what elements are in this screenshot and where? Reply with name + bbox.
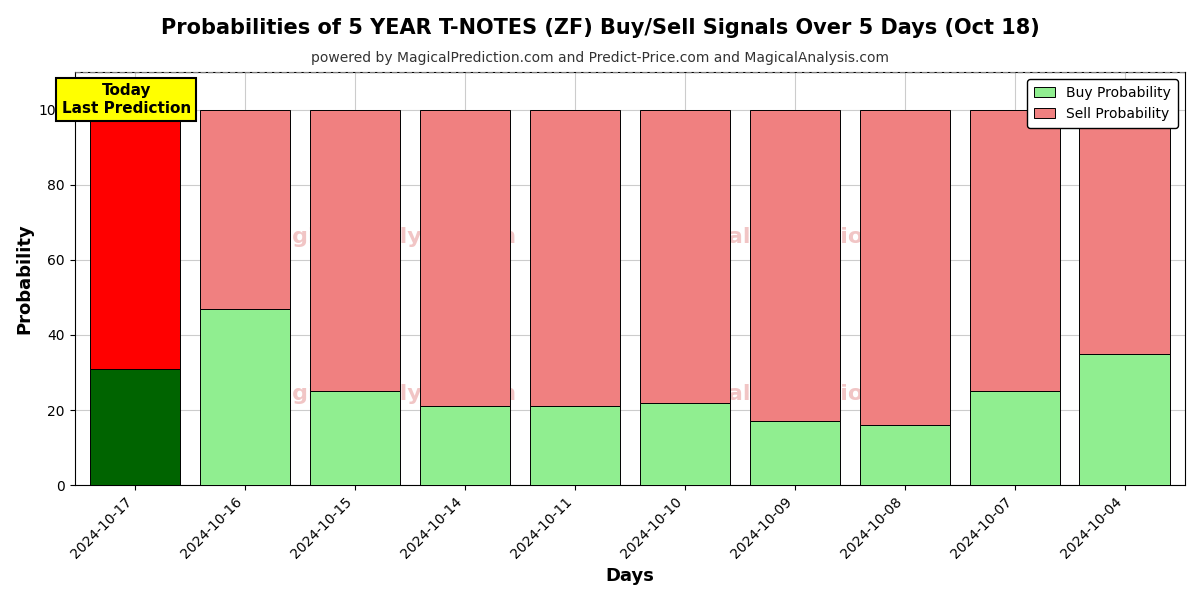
Text: MagicalPrediction.com: MagicalPrediction.com	[654, 227, 940, 247]
Bar	[200, 110, 290, 308]
Bar	[200, 308, 290, 485]
X-axis label: Days: Days	[605, 567, 654, 585]
Text: MagicalAnalysis.com: MagicalAnalysis.com	[254, 384, 516, 404]
Bar	[310, 391, 400, 485]
Bar	[640, 110, 730, 403]
Text: Today
Last Prediction: Today Last Prediction	[61, 83, 191, 116]
Bar	[970, 391, 1060, 485]
Text: MagicalPrediction.com: MagicalPrediction.com	[654, 384, 940, 404]
Bar	[420, 406, 510, 485]
Text: MagicalAnalysis.com: MagicalAnalysis.com	[254, 227, 516, 247]
Bar	[1080, 110, 1170, 354]
Y-axis label: Probability: Probability	[16, 223, 34, 334]
Text: Probabilities of 5 YEAR T-NOTES (ZF) Buy/Sell Signals Over 5 Days (Oct 18): Probabilities of 5 YEAR T-NOTES (ZF) Buy…	[161, 18, 1039, 38]
Bar	[750, 110, 840, 421]
Bar	[420, 110, 510, 406]
Bar	[859, 110, 949, 425]
Text: powered by MagicalPrediction.com and Predict-Price.com and MagicalAnalysis.com: powered by MagicalPrediction.com and Pre…	[311, 51, 889, 65]
Bar	[640, 403, 730, 485]
Bar	[970, 110, 1060, 391]
Bar	[90, 369, 180, 485]
Bar	[1080, 354, 1170, 485]
Bar	[750, 421, 840, 485]
Bar	[310, 110, 400, 391]
Bar	[529, 110, 620, 406]
Legend: Buy Probability, Sell Probability: Buy Probability, Sell Probability	[1027, 79, 1178, 128]
Bar	[90, 110, 180, 369]
Bar	[529, 406, 620, 485]
Bar	[859, 425, 949, 485]
